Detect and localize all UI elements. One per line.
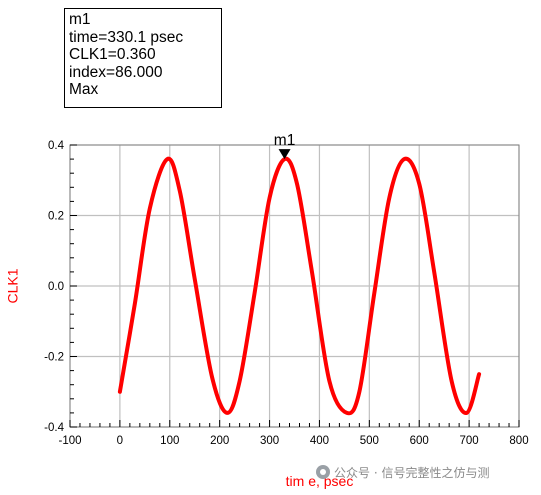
y-tick-label: 0.0	[48, 281, 64, 293]
marker-readout-line: m1	[69, 11, 91, 28]
series-line	[117, 156, 482, 416]
tick-labels: -100 0 100 200 300 400 500 600 700 800 -0.4 -0.2 0.0…	[44, 140, 528, 447]
y-tick-label: -0.4	[44, 422, 64, 434]
y-tick-label: 0.2	[48, 211, 64, 223]
x-tick-label: 800	[509, 435, 528, 447]
y-axis-label: CLK1	[5, 268, 21, 303]
x-tick-label: 300	[260, 435, 279, 447]
watermark-text: 公众号 · 信号完整性之仿与测	[334, 465, 490, 480]
marker-readout-line: time=330.1 psec	[69, 28, 184, 46]
series	[117, 156, 482, 416]
x-tick-label: 400	[310, 435, 329, 447]
marker-readout-line: Max	[69, 81, 99, 98]
marker-readout-line: CLK1=0.360	[69, 46, 156, 63]
watermark: 公众号 · 信号完整性之仿与测	[316, 462, 536, 482]
x-tick-label: 600	[410, 435, 429, 447]
marker-triangle	[278, 149, 291, 160]
wechat-icon	[316, 465, 330, 479]
marker-readout-box: m1 time=330.1 psec CLK1=0.360 index=86.0…	[64, 8, 222, 108]
y-tick-label: 0.4	[48, 140, 65, 152]
x-tick-label: 500	[360, 435, 379, 447]
minor-ticks	[69, 144, 520, 428]
x-axis-label: tim e, psec	[286, 473, 354, 489]
x-tick-label: 700	[460, 435, 479, 447]
x-tick-label: -100	[58, 435, 81, 447]
x-tick-label: 200	[210, 435, 229, 447]
x-tick-label: 100	[160, 435, 179, 447]
marker-readout-line: index=86.000	[69, 63, 163, 81]
marker-label: m1	[274, 132, 296, 149]
markers: m1	[274, 132, 296, 160]
y-tick-label: -0.2	[44, 352, 64, 364]
x-tick-label: 0	[117, 435, 123, 447]
